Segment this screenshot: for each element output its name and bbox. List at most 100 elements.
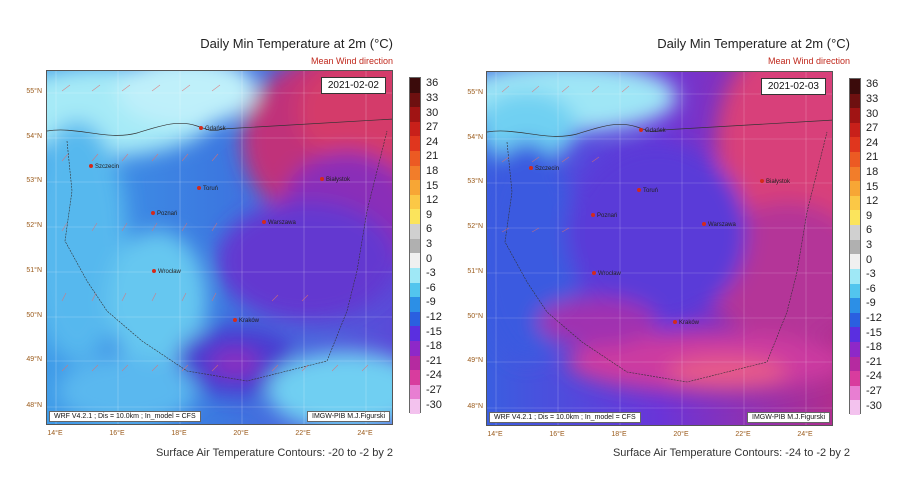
colorbar-tick-label: -24	[426, 369, 442, 382]
temperature-map: 2021-02-02 Gdańsk Szczecin Toruń Białyst…	[46, 70, 393, 425]
city-dot	[151, 211, 155, 216]
colorbar-tick-label: 27	[866, 122, 879, 135]
colorbar-tick-label: -30	[426, 398, 442, 411]
colorbar-tick-label: -6	[426, 281, 436, 294]
lat-label: 50°N	[467, 313, 483, 320]
colorbar-segment	[850, 210, 860, 226]
map-subtitle: Mean Wind direction	[767, 56, 850, 66]
lon-label: 22°E	[735, 431, 751, 438]
colorbar-tick-label: -12	[866, 312, 882, 325]
city-marker: Warszawa	[262, 220, 296, 226]
city-marker: Szczecin	[529, 166, 559, 172]
colorbar-tick-label: 24	[866, 136, 879, 149]
colorbar-segment	[410, 253, 420, 269]
lat-label: 53°N	[467, 178, 483, 185]
colorbar-segment	[410, 92, 420, 108]
city-marker: Warszawa	[702, 222, 736, 228]
date-label: 2021-02-02	[320, 77, 386, 94]
credit-label: IMGW-PIB M.J.Figurski	[747, 412, 830, 423]
lon-label: 24°E	[357, 430, 373, 437]
city-marker: Białystok	[320, 177, 350, 183]
lat-label: 55°N	[467, 89, 483, 96]
colorbar-segment	[850, 225, 860, 241]
city-dot	[320, 177, 324, 182]
city-dot	[592, 271, 596, 276]
lat-label: 55°N	[26, 88, 42, 95]
colorbar-segment	[850, 181, 860, 197]
colorbar-segment	[410, 267, 420, 283]
lon-label: 18°E	[171, 430, 187, 437]
colorbar-tick-label: -30	[866, 399, 882, 412]
colorbar-segment	[410, 340, 420, 357]
city-dot	[89, 164, 93, 169]
colorbar-segment	[410, 326, 420, 342]
colorbar-tick-label: 27	[426, 121, 439, 134]
model-info: WRF V4.2.1 ; Dis = 10.0km ; In_model = C…	[489, 412, 641, 423]
colorbar-tick-label: -24	[866, 370, 882, 383]
map-panel-left: Daily Min Temperature at 2m (°C) Mean Wi…	[26, 36, 442, 459]
colorbar-tick-label: 21	[866, 151, 879, 164]
city-dot	[639, 128, 643, 133]
colorbar-segment	[410, 384, 420, 400]
colorbar-segment	[850, 400, 860, 416]
colorbar-segment	[410, 121, 420, 137]
lon-label: 16°E	[549, 431, 565, 438]
colorbar-segment	[410, 224, 420, 240]
colorbar-tick-label: 9	[426, 208, 433, 221]
colorbar-segment	[850, 195, 860, 211]
colorbar-segment	[410, 238, 420, 254]
lon-label: 22°E	[295, 430, 311, 437]
lon-label: 14°E	[487, 431, 503, 438]
lon-label: 16°E	[109, 430, 125, 437]
city-dot	[760, 179, 764, 184]
colorbar-segment	[410, 165, 420, 181]
colorbar-tick-label: 3	[426, 238, 433, 250]
colorbar-segment	[850, 356, 860, 372]
lat-label: 50°N	[26, 312, 42, 319]
colorbar-tick-label: 30	[426, 106, 439, 119]
colorbar-segment	[850, 341, 860, 358]
colorbar-segment	[410, 311, 420, 327]
colorbar-tick-label: -9	[866, 297, 876, 310]
colorbar-segment	[850, 283, 860, 299]
map-title: Daily Min Temperature at 2m (°C)	[657, 36, 850, 51]
colorbar-tick-label: -12	[426, 311, 442, 324]
colorbar-tick-label: 24	[426, 135, 439, 148]
city-dot	[702, 222, 706, 227]
lon-label: 14°E	[47, 430, 63, 437]
lat-label: 54°N	[467, 134, 483, 141]
colorbar-tick-label: -9	[426, 296, 436, 309]
colorbar-segment	[850, 122, 860, 138]
lat-label: 48°N	[26, 402, 42, 409]
city-dot	[199, 126, 203, 131]
colorbar-segment	[850, 268, 860, 284]
city-dot	[591, 213, 595, 218]
colorbar-tick-label: -3	[426, 267, 436, 280]
colorbar-tick-label: 12	[426, 194, 439, 207]
colorbar-segment	[410, 399, 420, 415]
temperature-map: 2021-02-03 Gdańsk Szczecin Toruń Białyst…	[486, 71, 833, 426]
city-marker: Gdańsk	[639, 128, 666, 134]
lat-label: 51°N	[26, 267, 42, 274]
contour-caption: Surface Air Temperature Contours: -24 to…	[612, 447, 850, 459]
colorbar-tick-label: 6	[426, 223, 433, 236]
colorbar-segment	[850, 327, 860, 343]
colorbar-tick-label: -21	[866, 355, 882, 368]
lat-label: 52°N	[26, 222, 42, 229]
colorbar-tick-label: -18	[866, 341, 882, 354]
city-dot	[529, 166, 533, 171]
city-marker: Białystok	[760, 179, 790, 185]
colorbar-segment	[850, 239, 860, 255]
colorbar-tick-label: 33	[866, 92, 879, 105]
city-marker: Kraków	[673, 320, 699, 326]
lon-label: 24°E	[797, 431, 813, 438]
city-dot	[262, 220, 266, 225]
colorbar-segment	[850, 137, 860, 153]
colorbar-tick-label: -21	[426, 354, 442, 367]
colorbar-tick-label: 15	[866, 180, 879, 193]
lat-label: 53°N	[26, 177, 42, 184]
colorbar-tick-label: -15	[866, 326, 882, 339]
city-dot	[233, 318, 237, 323]
colorbar-tick-label: 3	[866, 239, 873, 251]
colorbar-tick-label: -6	[866, 282, 876, 295]
